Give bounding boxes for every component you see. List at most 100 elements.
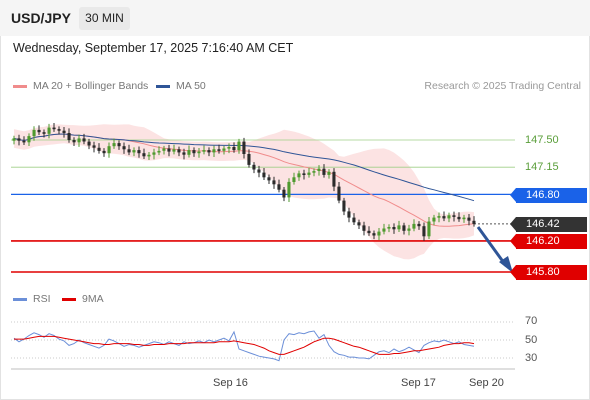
candle-body — [82, 138, 86, 142]
candle-body — [192, 150, 196, 154]
candle-body — [407, 228, 411, 231]
ma9-legend-label: 9MA — [82, 293, 104, 305]
candle-body — [107, 146, 111, 154]
candle — [77, 134, 81, 147]
candle — [337, 182, 341, 204]
candle-body — [322, 168, 326, 175]
candle-body — [412, 223, 416, 229]
candle-body — [282, 189, 286, 198]
candle-body — [12, 138, 16, 141]
ma50-legend-label: MA 50 — [176, 80, 206, 92]
candle — [427, 216, 431, 239]
pivot-tag: 146.80 — [510, 188, 587, 203]
chart-header: USD/JPY 30 MIN — [0, 0, 590, 36]
candle — [237, 138, 241, 154]
candle-body — [62, 130, 66, 133]
candle — [102, 148, 106, 157]
candle-body — [307, 172, 311, 175]
candle-body — [312, 171, 316, 173]
candle — [467, 213, 471, 226]
candle — [262, 168, 266, 180]
support-tag-2: 145.80 — [510, 265, 587, 280]
candle — [117, 140, 121, 150]
candle — [87, 138, 91, 150]
candle — [42, 129, 46, 138]
candle — [27, 133, 31, 146]
candle-body — [17, 138, 21, 141]
candle — [112, 138, 116, 149]
candle — [392, 223, 396, 234]
candle-body — [182, 152, 186, 155]
candle — [187, 145, 191, 158]
candle-body — [42, 132, 46, 134]
candle-body — [422, 226, 426, 237]
candle — [457, 212, 461, 222]
candle-body — [172, 149, 176, 152]
candle — [132, 147, 136, 157]
candle-body — [402, 225, 406, 231]
candle-body — [252, 164, 256, 170]
candle — [312, 168, 316, 177]
last-price-tag: 146.42 — [510, 217, 587, 232]
candle-body — [357, 222, 361, 226]
symbol-label: USD/JPY — [11, 10, 71, 26]
candle-body — [152, 152, 156, 155]
x-label-sep20: Sep 20 — [469, 377, 504, 389]
candle — [447, 212, 451, 223]
timeframe-button[interactable]: 30 MIN — [79, 7, 130, 30]
candle-body — [97, 147, 101, 151]
candle — [432, 214, 436, 226]
legend-9ma: 9MA — [62, 293, 104, 305]
bollinger-fill — [14, 124, 474, 260]
candlesticks — [12, 122, 476, 241]
candle — [417, 221, 421, 230]
candle — [242, 137, 246, 159]
candle — [407, 224, 411, 236]
candle-body — [227, 147, 231, 149]
candle-body — [232, 147, 236, 151]
rsi-legend-label: RSI — [33, 293, 51, 305]
candle — [97, 143, 101, 154]
candle — [437, 212, 441, 223]
candle — [412, 219, 416, 232]
candle-body — [197, 151, 201, 154]
candle — [382, 223, 386, 235]
candle-body — [217, 149, 221, 151]
level-lines — [11, 139, 515, 273]
candle — [162, 145, 166, 155]
candle-body — [87, 141, 91, 146]
rsi-ma9-line — [14, 335, 475, 355]
candle-body — [222, 148, 226, 151]
candle-body — [457, 216, 461, 220]
candle — [212, 145, 216, 158]
candle-body — [27, 136, 31, 143]
candle-body — [277, 184, 281, 190]
candle-body — [242, 141, 246, 154]
candle-body — [382, 228, 386, 232]
candle — [157, 146, 161, 156]
candle-body — [52, 127, 56, 130]
support-tag-1: 146.20 — [510, 234, 587, 249]
candle — [362, 221, 366, 236]
candle — [172, 144, 176, 155]
candle — [327, 169, 331, 179]
bollinger-band — [14, 124, 474, 260]
candle — [317, 165, 321, 176]
candle-body — [427, 221, 431, 237]
candle — [397, 220, 401, 233]
candle — [167, 144, 171, 157]
level-label-147-15: 147.15 — [525, 161, 559, 173]
candle-body — [447, 215, 451, 219]
candle-body — [167, 148, 171, 152]
candle-body — [47, 127, 51, 134]
candle-body — [372, 233, 376, 236]
candle-body — [187, 150, 191, 155]
candle-body — [257, 169, 261, 173]
candle — [272, 176, 276, 189]
candle-body — [332, 171, 336, 187]
candle — [462, 214, 466, 223]
candle-body — [297, 173, 301, 178]
candle-body — [112, 143, 116, 147]
candle — [142, 148, 146, 160]
candle-body — [362, 225, 366, 231]
